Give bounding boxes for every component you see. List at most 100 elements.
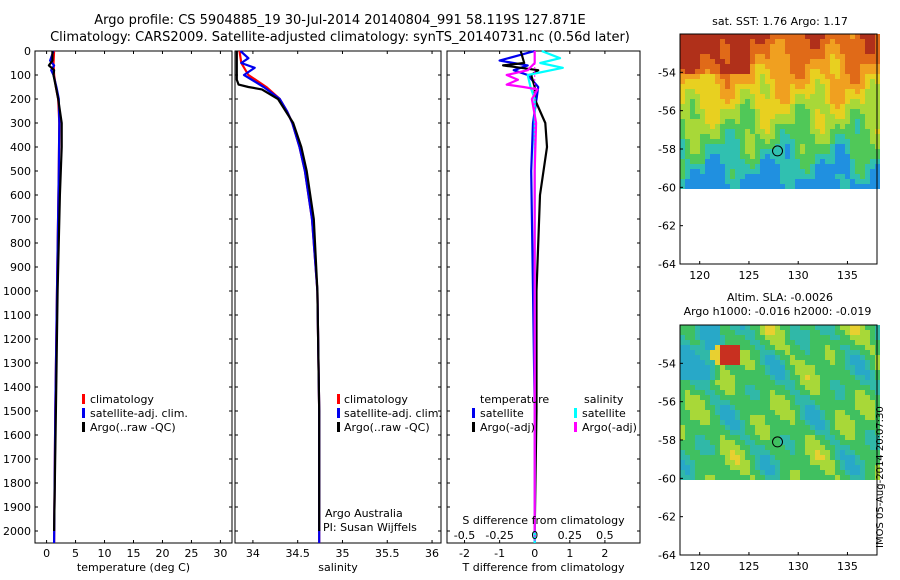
legend-argo: Argo(..raw -QC) (344, 421, 430, 434)
heat-cell (700, 164, 705, 169)
heat-cell (695, 335, 700, 340)
heat-cell (760, 179, 765, 184)
heat-cell (710, 69, 715, 74)
heat-cell (715, 445, 720, 450)
heat-cell (760, 114, 765, 119)
y-tick-label: 1100 (3, 309, 31, 322)
heat-cell (725, 475, 730, 480)
heat-cell (695, 74, 700, 79)
heat-cell (825, 360, 830, 365)
heat-cell (765, 430, 770, 435)
heat-cell (680, 425, 685, 430)
heat-cell (705, 325, 710, 330)
heat-cell (835, 149, 840, 154)
heat-cell (860, 124, 865, 129)
heat-cell (720, 385, 725, 390)
heat-cell (730, 94, 735, 99)
heat-cell (700, 405, 705, 410)
heat-cell (780, 420, 785, 425)
heat-cell (785, 74, 790, 79)
heat-cell (710, 84, 715, 89)
heat-cell (845, 335, 850, 340)
heat-cell (700, 375, 705, 380)
y-tick-label: 800 (10, 237, 31, 250)
heat-cell (860, 34, 865, 39)
heat-cell (840, 450, 845, 455)
heat-cell (865, 390, 870, 395)
heat-cell (815, 360, 820, 365)
heat-cell (870, 184, 875, 189)
heat-cell (845, 89, 850, 94)
heat-cell (715, 39, 720, 44)
heat-cell (690, 410, 695, 415)
heat-cell (860, 49, 865, 54)
heat-cell (850, 74, 855, 79)
heat-cell (745, 164, 750, 169)
heat-cell (740, 450, 745, 455)
heat-cell (855, 350, 860, 355)
heat-cell (800, 174, 805, 179)
heat-cell (820, 365, 825, 370)
heat-cell (740, 370, 745, 375)
heat-cell (850, 69, 855, 74)
heat-cell (840, 400, 845, 405)
heat-cell (750, 475, 755, 480)
heat-cell (710, 49, 715, 54)
heat-cell (790, 59, 795, 64)
heat-cell (825, 84, 830, 89)
heat-cell (830, 330, 835, 335)
heat-cell (780, 465, 785, 470)
heat-cell (835, 395, 840, 400)
heat-cell (805, 450, 810, 455)
heat-cell (775, 425, 780, 430)
x-axis-label: temperature (deg C) (77, 561, 190, 574)
heat-cell (815, 124, 820, 129)
heat-cell (725, 114, 730, 119)
heat-cell (835, 49, 840, 54)
heat-cell (735, 104, 740, 109)
heat-cell (805, 149, 810, 154)
heat-cell (700, 139, 705, 144)
series-argo-raw-qc- (235, 51, 321, 531)
heat-cell (840, 370, 845, 375)
heat-cell (830, 169, 835, 174)
heat-cell (765, 450, 770, 455)
heat-cell (805, 34, 810, 39)
heat-cell (830, 64, 835, 69)
heat-cell (690, 470, 695, 475)
heat-cell (690, 460, 695, 465)
heat-cell (725, 330, 730, 335)
heat-cell (780, 129, 785, 134)
heat-cell (870, 134, 875, 139)
heat-cell (845, 365, 850, 370)
heat-cell (825, 124, 830, 129)
heat-cell (680, 34, 685, 39)
heat-cell (715, 415, 720, 420)
heat-cell (690, 184, 695, 189)
heat-cell (860, 445, 865, 450)
heat-cell (825, 59, 830, 64)
heat-cell (795, 54, 800, 59)
heat-cell (730, 475, 735, 480)
heat-cell (815, 64, 820, 69)
heat-cell (830, 174, 835, 179)
heat-cell (715, 34, 720, 39)
heat-cell (860, 415, 865, 420)
heat-cell (855, 330, 860, 335)
heat-cell (795, 114, 800, 119)
heat-cell (680, 345, 685, 350)
heat-cell (830, 184, 835, 189)
heat-cell (810, 89, 815, 94)
heat-cell (745, 455, 750, 460)
heat-cell (830, 360, 835, 365)
heat-cell (750, 114, 755, 119)
heat-cell (715, 59, 720, 64)
heat-cell (775, 124, 780, 129)
heat-cell (695, 39, 700, 44)
heat-cell (690, 174, 695, 179)
heat-cell (835, 84, 840, 89)
heat-cell (730, 330, 735, 335)
heat-cell (860, 420, 865, 425)
heat-cell (680, 129, 685, 134)
heat-cell (710, 159, 715, 164)
